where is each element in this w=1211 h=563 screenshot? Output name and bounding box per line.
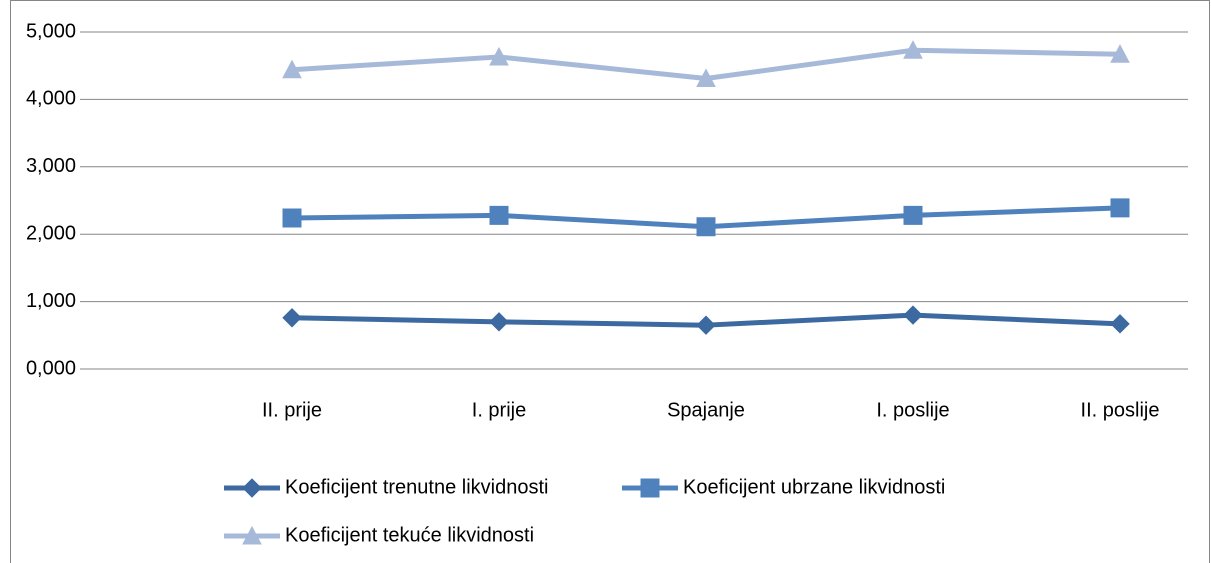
y-tick-label: 5,000 xyxy=(26,20,76,42)
data-point xyxy=(282,208,302,228)
x-tick-label: II. prije xyxy=(262,399,322,421)
y-tick-label: 2,000 xyxy=(26,222,76,244)
legend-marker xyxy=(242,478,262,498)
data-point xyxy=(1110,198,1130,218)
y-tick-label: 4,000 xyxy=(26,88,76,110)
data-point xyxy=(282,308,302,328)
legend-label: Koeficijent tekuće likvidnosti xyxy=(285,524,534,546)
data-point xyxy=(696,68,716,88)
x-tick-label: II. poslije xyxy=(1081,399,1160,421)
legend-label: Koeficijent trenutne likvidnosti xyxy=(285,476,548,498)
x-tick-label: I. poslije xyxy=(876,399,949,421)
data-point xyxy=(1110,314,1130,334)
data-point xyxy=(696,315,716,335)
legend-marker xyxy=(242,525,262,545)
data-point xyxy=(1110,44,1130,63)
data-point xyxy=(489,312,509,332)
data-point xyxy=(903,205,923,225)
y-tick-label: 0,000 xyxy=(26,357,76,379)
data-point xyxy=(696,217,716,237)
data-point xyxy=(903,40,923,59)
legend-label: Koeficijent ubrzane likvidnosti xyxy=(683,476,945,498)
x-tick-label: I. prije xyxy=(472,399,526,421)
legend-marker xyxy=(640,478,660,498)
data-point xyxy=(489,205,509,225)
data-point xyxy=(903,305,923,325)
x-tick-label: Spajanje xyxy=(667,399,745,421)
data-point xyxy=(282,59,302,79)
y-tick-label: 3,000 xyxy=(26,155,76,177)
data-point xyxy=(489,46,509,66)
y-tick-label: 1,000 xyxy=(26,290,76,312)
chart-frame xyxy=(10,0,1210,563)
